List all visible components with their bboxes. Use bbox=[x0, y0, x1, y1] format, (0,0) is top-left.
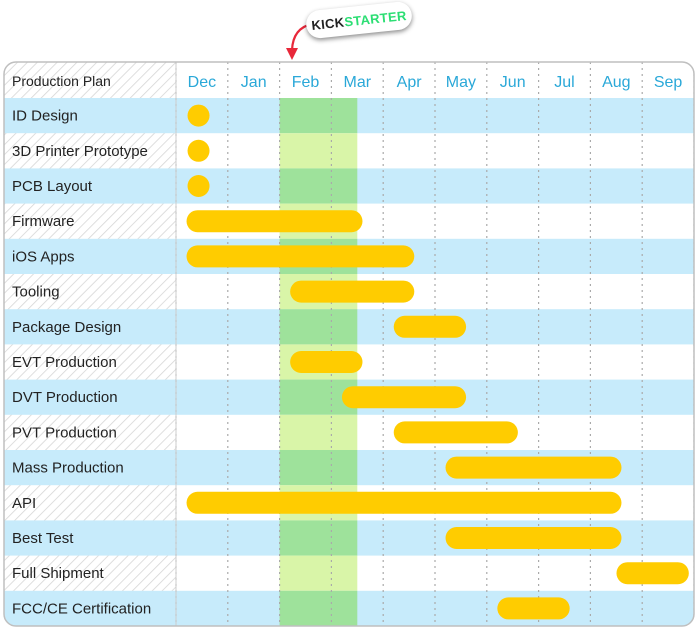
task-label: PVT Production bbox=[12, 424, 117, 441]
label-row-band bbox=[4, 98, 176, 134]
task-label: Mass Production bbox=[12, 460, 124, 477]
task-bar bbox=[187, 139, 210, 162]
month-label: Aug bbox=[602, 74, 630, 91]
highlight-cell bbox=[279, 98, 358, 134]
task-label: Package Design bbox=[12, 319, 121, 336]
task-label: API bbox=[12, 495, 36, 512]
task-bar bbox=[393, 421, 518, 444]
task-bar bbox=[341, 386, 467, 409]
task-label: Firmware bbox=[12, 213, 75, 230]
highlight-cell bbox=[279, 168, 358, 204]
task-bar bbox=[186, 210, 363, 233]
label-row-band bbox=[4, 590, 176, 626]
task-bar bbox=[186, 491, 622, 514]
task-bar bbox=[445, 456, 622, 479]
task-bar bbox=[186, 245, 415, 268]
task-bar bbox=[497, 597, 570, 620]
label-row-band bbox=[4, 520, 176, 556]
task-label: PCB Layout bbox=[12, 178, 93, 195]
chart-frame bbox=[3, 61, 695, 627]
label-row-band bbox=[4, 309, 176, 345]
row-band bbox=[176, 168, 694, 204]
highlight-cell bbox=[279, 520, 358, 556]
task-label: DVT Production bbox=[12, 389, 118, 406]
task-label: Full Shipment bbox=[12, 565, 105, 582]
label-row-band bbox=[4, 450, 176, 486]
highlight-cell bbox=[279, 133, 358, 169]
task-label: Best Test bbox=[12, 530, 74, 547]
month-labels: Dec Jan Feb Mar Apr May Jun Jul Aug Sep bbox=[188, 74, 683, 91]
task-label: Tooling bbox=[12, 284, 60, 301]
task-bar bbox=[187, 104, 210, 127]
month-label: May bbox=[446, 74, 476, 91]
task-bar bbox=[393, 315, 467, 338]
label-row-band bbox=[4, 379, 176, 415]
task-bar bbox=[290, 351, 363, 373]
highlight-cell bbox=[279, 309, 358, 345]
task-label: FCC/CE Certification bbox=[12, 600, 151, 617]
month-label: Jan bbox=[241, 74, 267, 91]
task-bars bbox=[186, 104, 689, 620]
month-label: Apr bbox=[397, 74, 423, 91]
task-bar bbox=[290, 280, 415, 303]
label-row-band bbox=[4, 168, 176, 204]
highlight-cell bbox=[279, 450, 358, 486]
task-label: EVT Production bbox=[12, 354, 117, 371]
task-label: ID Design bbox=[12, 108, 78, 125]
kickstarter-logo-part2: STARTER bbox=[343, 7, 408, 30]
month-label: Feb bbox=[292, 74, 320, 91]
kickstarter-arrowhead bbox=[286, 48, 298, 60]
month-label: Mar bbox=[344, 74, 372, 91]
month-label: Jun bbox=[500, 74, 526, 91]
highlight-cell bbox=[279, 414, 358, 450]
month-label: Dec bbox=[188, 74, 216, 91]
label-row-band bbox=[4, 238, 176, 274]
task-bar bbox=[445, 527, 622, 549]
highlight-cell bbox=[279, 555, 358, 591]
task-bar bbox=[616, 562, 689, 585]
chart-title: Production Plan bbox=[12, 73, 111, 89]
task-label: 3D Printer Prototype bbox=[12, 143, 148, 160]
month-label: Jul bbox=[554, 74, 574, 91]
task-label: iOS Apps bbox=[12, 248, 75, 265]
row-band bbox=[176, 98, 694, 134]
month-label: Sep bbox=[654, 74, 683, 91]
kickstarter-logo-part1: KICK bbox=[310, 14, 346, 33]
task-labels: ID Design 3D Printer Prototype PCB Layout F… bbox=[12, 108, 151, 618]
task-bar bbox=[187, 175, 210, 197]
highlight-cell bbox=[279, 590, 358, 626]
